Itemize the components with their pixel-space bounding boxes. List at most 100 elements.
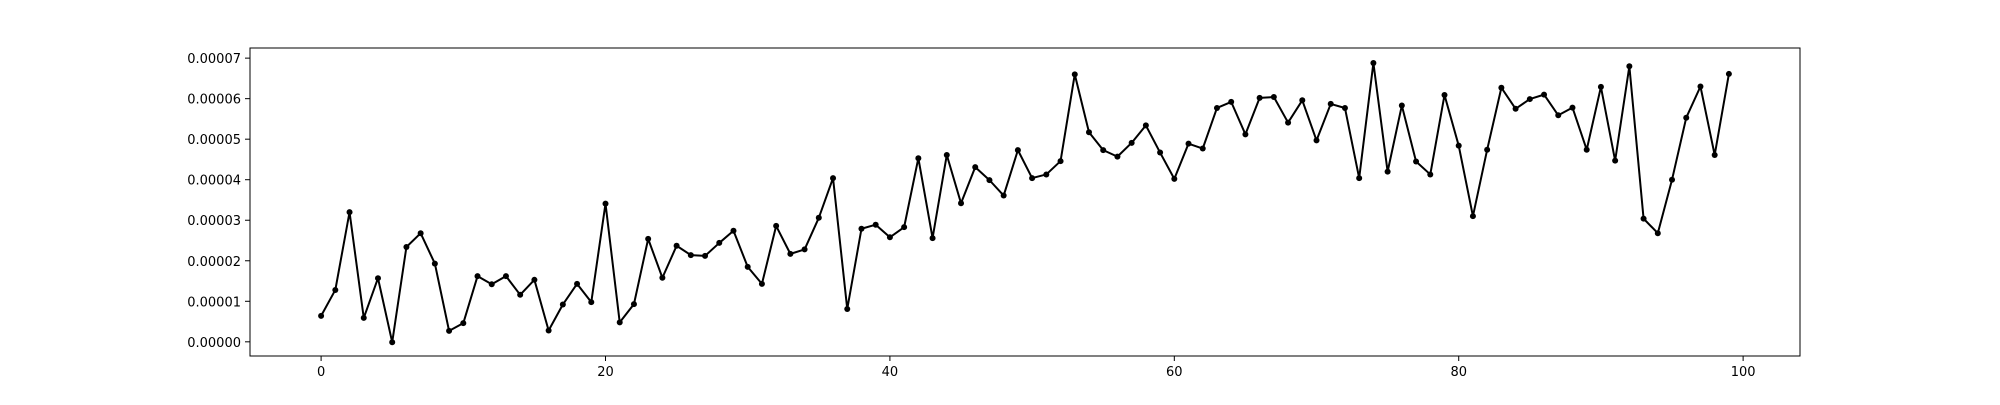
y-tick-label: 0.00004 [187, 174, 241, 189]
data-point [1597, 83, 1604, 90]
plot-area [318, 59, 1732, 346]
data-point [460, 320, 467, 327]
data-point [958, 200, 965, 207]
data-point [318, 312, 325, 319]
x-tick-label: 0 [317, 365, 325, 380]
data-point [1270, 94, 1277, 101]
data-point [1128, 139, 1135, 146]
data-point [374, 275, 381, 282]
y-tick-label: 0.00005 [187, 133, 241, 148]
data-point [1185, 140, 1192, 147]
data-point [1171, 175, 1178, 182]
data-point [1384, 168, 1391, 175]
data-point [787, 250, 794, 257]
y-tick-label: 0.00007 [187, 52, 241, 67]
data-point [616, 319, 623, 326]
data-point [815, 214, 822, 221]
data-point [602, 200, 609, 207]
data-point [659, 274, 666, 281]
data-point [1612, 157, 1619, 164]
data-point [1398, 102, 1405, 109]
data-point [1213, 104, 1220, 111]
data-point [403, 243, 410, 250]
data-point [986, 177, 993, 184]
data-point [431, 260, 438, 267]
data-point [1142, 122, 1149, 129]
data-point [488, 281, 495, 288]
data-point [1100, 147, 1107, 154]
data-point [673, 242, 680, 249]
data-point [1256, 94, 1263, 101]
data-point [1413, 158, 1420, 165]
data-point [730, 227, 737, 234]
data-point [531, 276, 538, 283]
data-point [1199, 145, 1206, 152]
data-point [1029, 175, 1036, 182]
data-point [1085, 129, 1092, 136]
x-axis: 0 20 40 60 80 100 [317, 356, 1756, 380]
data-point [901, 224, 908, 231]
data-point [943, 151, 950, 158]
y-tick-label: 0.00002 [187, 255, 241, 270]
data-point [559, 301, 566, 308]
data-point [716, 239, 723, 246]
data-point [1370, 59, 1377, 66]
data-point [744, 263, 751, 270]
axes-frame [249, 47, 1801, 357]
data-point [1569, 104, 1576, 111]
data-point [773, 222, 780, 229]
data-point [574, 280, 581, 287]
data-point [1427, 171, 1434, 178]
data-point [446, 327, 453, 334]
x-tick-label: 100 [1731, 365, 1756, 380]
y-tick-label: 0.00003 [187, 214, 241, 229]
data-point [929, 235, 936, 242]
data-point [1654, 230, 1661, 237]
data-point [502, 273, 509, 280]
x-tick-label: 60 [1166, 365, 1183, 380]
data-point [1285, 119, 1292, 126]
data-point [1000, 192, 1007, 199]
data-point [1697, 83, 1704, 90]
data-point [1725, 70, 1732, 77]
x-tick-label: 20 [597, 365, 614, 380]
data-point [1498, 84, 1505, 91]
data-point [389, 339, 396, 346]
data-point [872, 221, 879, 228]
data-point [702, 252, 709, 259]
data-point [972, 164, 979, 171]
data-point [844, 305, 851, 312]
data-point [1541, 91, 1548, 98]
data-point [1555, 112, 1562, 119]
data-point [1455, 142, 1462, 149]
data-point [1711, 151, 1718, 158]
data-point [1327, 100, 1334, 107]
data-point [360, 314, 367, 321]
data-point [474, 273, 481, 280]
data-point [588, 299, 595, 306]
data-point [1114, 153, 1121, 160]
data-point [1484, 146, 1491, 153]
data-point [1683, 114, 1690, 121]
data-point [645, 235, 652, 242]
data-point [1526, 96, 1533, 103]
data-point [1669, 176, 1676, 183]
series-line [320, 61, 1730, 344]
data-point [417, 230, 424, 237]
data-point [687, 252, 694, 259]
data-point [1626, 63, 1633, 70]
data-point [1469, 213, 1476, 220]
data-point [1228, 98, 1235, 105]
data-point [1057, 158, 1064, 165]
data-point [630, 301, 637, 308]
y-axis: 0.00000 0.00001 0.00002 0.00003 0.00004 0.000… [187, 52, 250, 351]
x-tick-label: 40 [882, 365, 899, 380]
data-point [332, 286, 339, 293]
data-point [1583, 146, 1590, 153]
data-point [1014, 147, 1021, 154]
data-point [886, 234, 893, 241]
data-point [1242, 131, 1249, 138]
